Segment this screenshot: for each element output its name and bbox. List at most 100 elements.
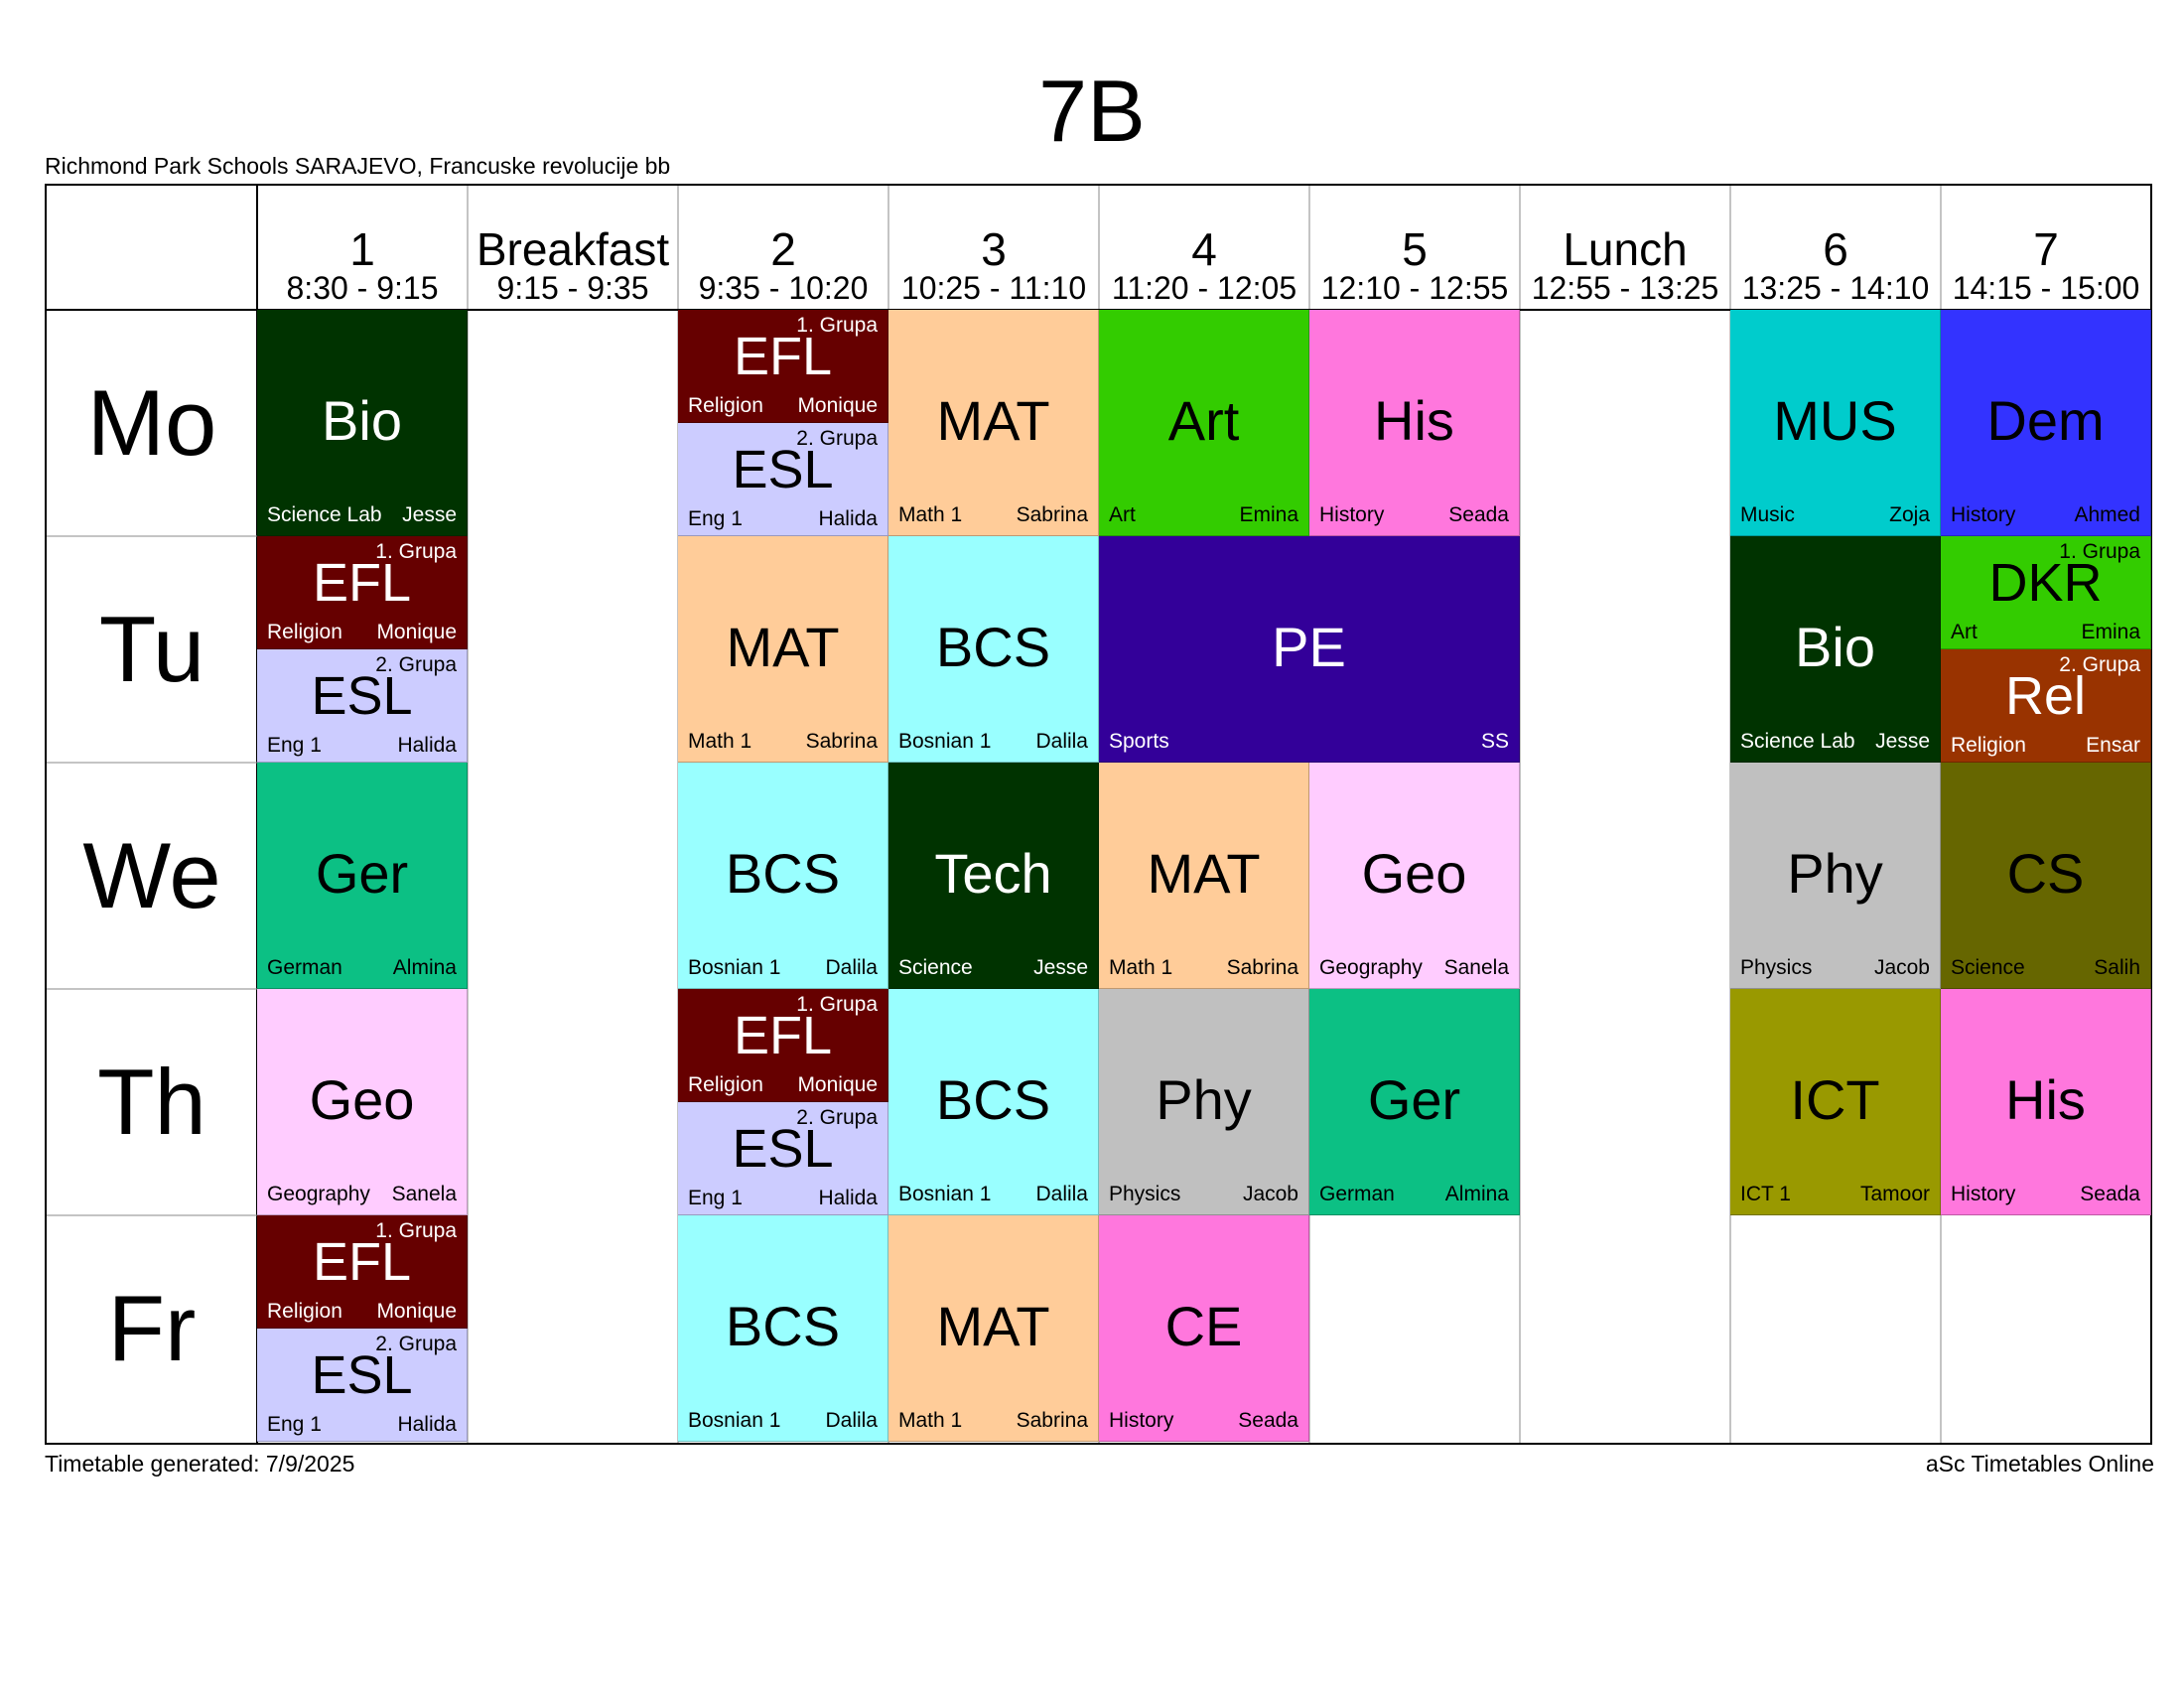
lesson-card[interactable]: Geo Geography Sanela — [1309, 763, 1520, 989]
lesson-card[interactable]: BCS Bosnian 1 Dalila — [888, 989, 1099, 1215]
lesson-teacher: Sanela — [391, 1183, 457, 1205]
period-time: 9:15 - 9:35 — [496, 270, 649, 306]
lesson-subject: MAT — [936, 389, 1050, 452]
lesson-room: Religion — [688, 394, 763, 417]
lesson-room: Math 1 — [1109, 956, 1173, 979]
lesson-card[interactable]: Tech Science Jesse — [888, 763, 1099, 989]
period-header: 2 9:35 - 10:20 — [678, 186, 888, 310]
lesson-card[interactable]: MAT Math 1 Sabrina — [888, 310, 1099, 536]
lesson-subject: MAT — [936, 1295, 1050, 1357]
lesson-card[interactable]: His History Seada — [1309, 310, 1520, 536]
lesson-subject: BCS — [725, 842, 841, 905]
lesson-subject: EFL — [312, 1232, 412, 1292]
lesson-group: 2. Grupa — [375, 1333, 457, 1355]
lesson-group: 2. Grupa — [796, 1106, 878, 1129]
lesson-room: Physics — [1109, 1183, 1181, 1205]
day-label: Th — [97, 1050, 206, 1154]
lesson-card[interactable]: Geo Geography Sanela — [257, 989, 468, 1215]
period-label: 7 — [2033, 223, 2059, 275]
lesson-card[interactable]: BCS Bosnian 1 Dalila — [678, 1215, 888, 1442]
lesson-card[interactable]: Phy Physics Jacob — [1730, 763, 1941, 989]
lesson-card[interactable]: Bio Science Lab Jesse — [1730, 536, 1941, 763]
lesson-teacher: Salih — [2094, 956, 2140, 979]
lesson-card[interactable]: 1. Grupa DKR Art Emina — [1941, 536, 2151, 649]
timetable-grid: 1 8:30 - 9:15 Breakfast 9:15 - 9:35 2 9:35 - … — [45, 184, 2152, 1445]
lesson-teacher: Jacob — [1242, 1183, 1298, 1205]
lesson-teacher: Monique — [376, 1300, 457, 1323]
lesson-room: Math 1 — [898, 1409, 963, 1432]
lesson-teacher: Seada — [2080, 1183, 2140, 1205]
lesson-subject: Tech — [934, 842, 1052, 905]
lesson-subject: Rel — [2004, 666, 2087, 726]
lesson-teacher: Sanela — [1443, 956, 1509, 979]
lesson-teacher: Jesse — [402, 503, 457, 526]
lesson-teacher: Monique — [797, 1073, 878, 1096]
lesson-card[interactable]: 2. Grupa Rel Religion Ensar — [1941, 649, 2151, 763]
period-time: 12:10 - 12:55 — [1320, 270, 1509, 306]
lesson-card[interactable]: 1. Grupa EFL Religion Monique — [678, 989, 888, 1102]
lesson-group: 2. Grupa — [375, 653, 457, 676]
lesson-card[interactable]: CS Science Salih — [1941, 763, 2151, 989]
period-label: 3 — [981, 223, 1007, 275]
lesson-group: 1. Grupa — [2059, 540, 2140, 563]
lesson-subject: BCS — [725, 1295, 841, 1357]
lesson-card[interactable]: Art Art Emina — [1099, 310, 1309, 536]
lesson-card[interactable]: BCS Bosnian 1 Dalila — [888, 536, 1099, 763]
lesson-card[interactable]: 1. Grupa EFL Religion Monique — [257, 1215, 468, 1329]
lesson-card[interactable]: 2. Grupa ESL Eng 1 Halida — [678, 423, 888, 536]
lesson-subject: CE — [1164, 1295, 1243, 1357]
lesson-teacher: Seada — [1448, 503, 1509, 526]
lesson-card[interactable]: 1. Grupa EFL Religion Monique — [257, 536, 468, 649]
lesson-subject: Geo — [1361, 842, 1467, 905]
lesson-card[interactable]: 2. Grupa ESL Eng 1 Halida — [257, 649, 468, 763]
lesson-card[interactable]: Phy Physics Jacob — [1099, 989, 1309, 1215]
lesson-card[interactable]: Bio Science Lab Jesse — [257, 310, 468, 536]
lesson-teacher: Jacob — [1873, 956, 1930, 979]
lesson-teacher: Seada — [1238, 1409, 1298, 1432]
lesson-card[interactable]: Ger German Almina — [1309, 989, 1520, 1215]
lesson-teacher: Monique — [797, 394, 878, 417]
lesson-card[interactable]: MAT Math 1 Sabrina — [678, 536, 888, 763]
lesson-card[interactable]: CE History Seada — [1099, 1215, 1309, 1442]
lesson-card[interactable]: ICT ICT 1 Tamoor — [1730, 989, 1941, 1215]
lesson-card[interactable]: Dem History Ahmed — [1941, 310, 2151, 536]
school-name: Richmond Park Schools SARAJEVO, Francusk… — [45, 153, 671, 179]
period-time: 8:30 - 9:15 — [286, 270, 439, 306]
lesson-card[interactable]: BCS Bosnian 1 Dalila — [678, 763, 888, 989]
lesson-card[interactable]: MUS Music Zoja — [1730, 310, 1941, 536]
day-label: Mo — [86, 370, 217, 475]
lesson-subject: Bio — [1795, 616, 1875, 678]
lesson-room: Math 1 — [898, 503, 963, 526]
lesson-card[interactable]: 2. Grupa ESL Eng 1 Halida — [678, 1102, 888, 1215]
lesson-room: Bosnian 1 — [688, 956, 781, 979]
period-time: 12:55 - 13:25 — [1531, 270, 1719, 306]
lesson-room: Art — [1109, 503, 1136, 526]
period-header: Lunch 12:55 - 13:25 — [1520, 186, 1730, 310]
lesson-subject: MAT — [1147, 842, 1261, 905]
lesson-room: Bosnian 1 — [898, 730, 992, 753]
lesson-subject: Art — [1167, 389, 1240, 452]
lesson-card[interactable]: PE Sports SS — [1099, 536, 1520, 763]
lesson-room: Physics — [1740, 956, 1813, 979]
lesson-card[interactable]: 1. Grupa EFL Religion Monique — [678, 310, 888, 423]
lesson-group: 2. Grupa — [796, 427, 878, 450]
lesson-card[interactable]: MAT Math 1 Sabrina — [888, 1215, 1099, 1442]
lesson-subject: BCS — [935, 616, 1051, 678]
lesson-room: Sports — [1109, 730, 1169, 753]
lesson-teacher: Dalila — [1035, 730, 1088, 753]
lesson-teacher: Dalila — [825, 1409, 878, 1432]
lesson-room: Music — [1740, 503, 1795, 526]
lesson-card[interactable]: MAT Math 1 Sabrina — [1099, 763, 1309, 989]
lesson-subject: ESL — [732, 440, 834, 499]
lesson-group: 2. Grupa — [2059, 653, 2140, 676]
lesson-card[interactable]: 2. Grupa ESL Eng 1 Halida — [257, 1329, 468, 1442]
day-label: We — [82, 823, 221, 927]
lesson-card[interactable]: His History Seada — [1941, 989, 2151, 1215]
lesson-card[interactable]: Ger German Almina — [257, 763, 468, 989]
lesson-teacher: Dalila — [825, 956, 878, 979]
lesson-teacher: Almina — [392, 956, 457, 979]
period-label: Breakfast — [476, 223, 670, 275]
lesson-teacher: Sabrina — [805, 730, 878, 753]
lesson-room: Religion — [267, 621, 342, 643]
lesson-teacher: Emina — [2081, 621, 2140, 643]
